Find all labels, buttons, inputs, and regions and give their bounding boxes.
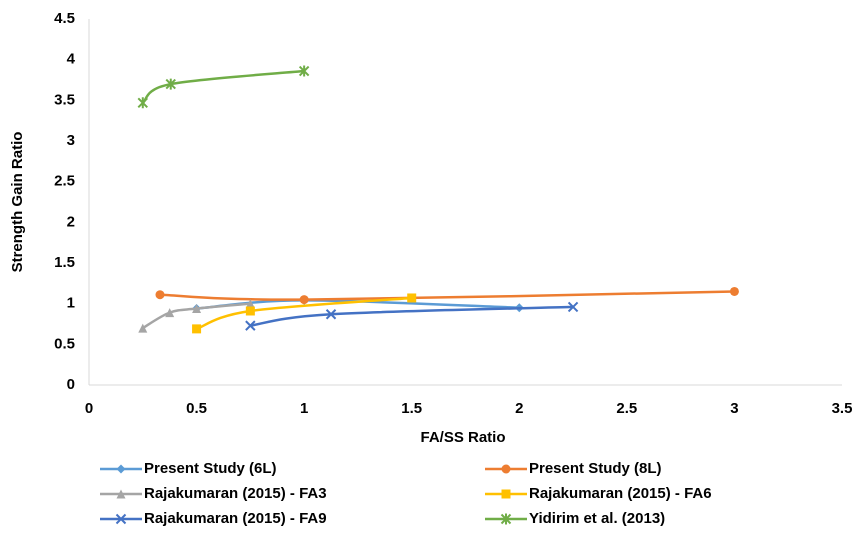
legend-marker	[115, 513, 127, 525]
data-point	[245, 306, 255, 316]
series-line	[142, 302, 251, 330]
legend-marker	[501, 489, 511, 499]
y-tick-label: 1	[67, 295, 75, 312]
legend-label: Rajakumaran (2015) - FA9	[144, 510, 327, 527]
data-point	[407, 293, 417, 303]
legend-label: Present Study (8L)	[529, 460, 662, 477]
y-tick-label: 4.5	[54, 10, 75, 27]
y-tick-label: 3.5	[54, 91, 75, 108]
data-point	[155, 290, 165, 300]
x-tick-label: 3.5	[832, 400, 853, 417]
data-point	[298, 65, 310, 77]
x-tick-label: 0	[85, 400, 93, 417]
data-point	[192, 304, 202, 314]
y-tick-label: 1.5	[54, 254, 75, 271]
legend-marker	[116, 464, 126, 474]
legend-label: Present Study (6L)	[144, 460, 277, 477]
y-tick-label: 4	[67, 51, 76, 68]
legend-label: Rajakumaran (2015) - FA3	[144, 485, 327, 502]
x-tick-label: 1	[300, 400, 308, 417]
x-tick-label: 2	[515, 400, 523, 417]
legend-label: Yidirim et al. (2013)	[529, 510, 665, 527]
data-point	[245, 299, 255, 309]
data-point	[729, 286, 739, 296]
legend-marker	[500, 513, 512, 525]
y-tick-label: 3	[67, 132, 75, 149]
series-line	[141, 69, 305, 104]
series-line	[159, 290, 735, 301]
y-axis-title: Strength Gain Ratio	[9, 132, 26, 273]
x-axis-title: FA/SS Ratio	[420, 429, 505, 446]
y-tick-label: 0	[67, 376, 75, 393]
x-tick-label: 3	[730, 400, 738, 417]
series-line	[250, 305, 574, 327]
legend-marker	[116, 489, 126, 499]
x-tick-label: 0.5	[186, 400, 207, 417]
y-tick-label: 2.5	[54, 173, 75, 190]
data-point	[192, 324, 202, 334]
x-tick-label: 1.5	[401, 400, 422, 417]
legend-label: Rajakumaran (2015) - FA6	[529, 485, 712, 502]
data-point	[245, 320, 256, 331]
data-point	[325, 309, 337, 320]
data-point	[299, 295, 309, 305]
legend-marker	[501, 464, 511, 474]
x-tick-label: 2.5	[616, 400, 637, 417]
data-point	[567, 301, 579, 313]
data-point	[165, 78, 176, 90]
data-point	[137, 97, 148, 109]
y-tick-label: 2	[67, 213, 75, 230]
series-line	[196, 296, 412, 331]
data-point	[165, 308, 175, 318]
data-point	[138, 323, 148, 333]
y-tick-label: 0.5	[54, 335, 75, 352]
